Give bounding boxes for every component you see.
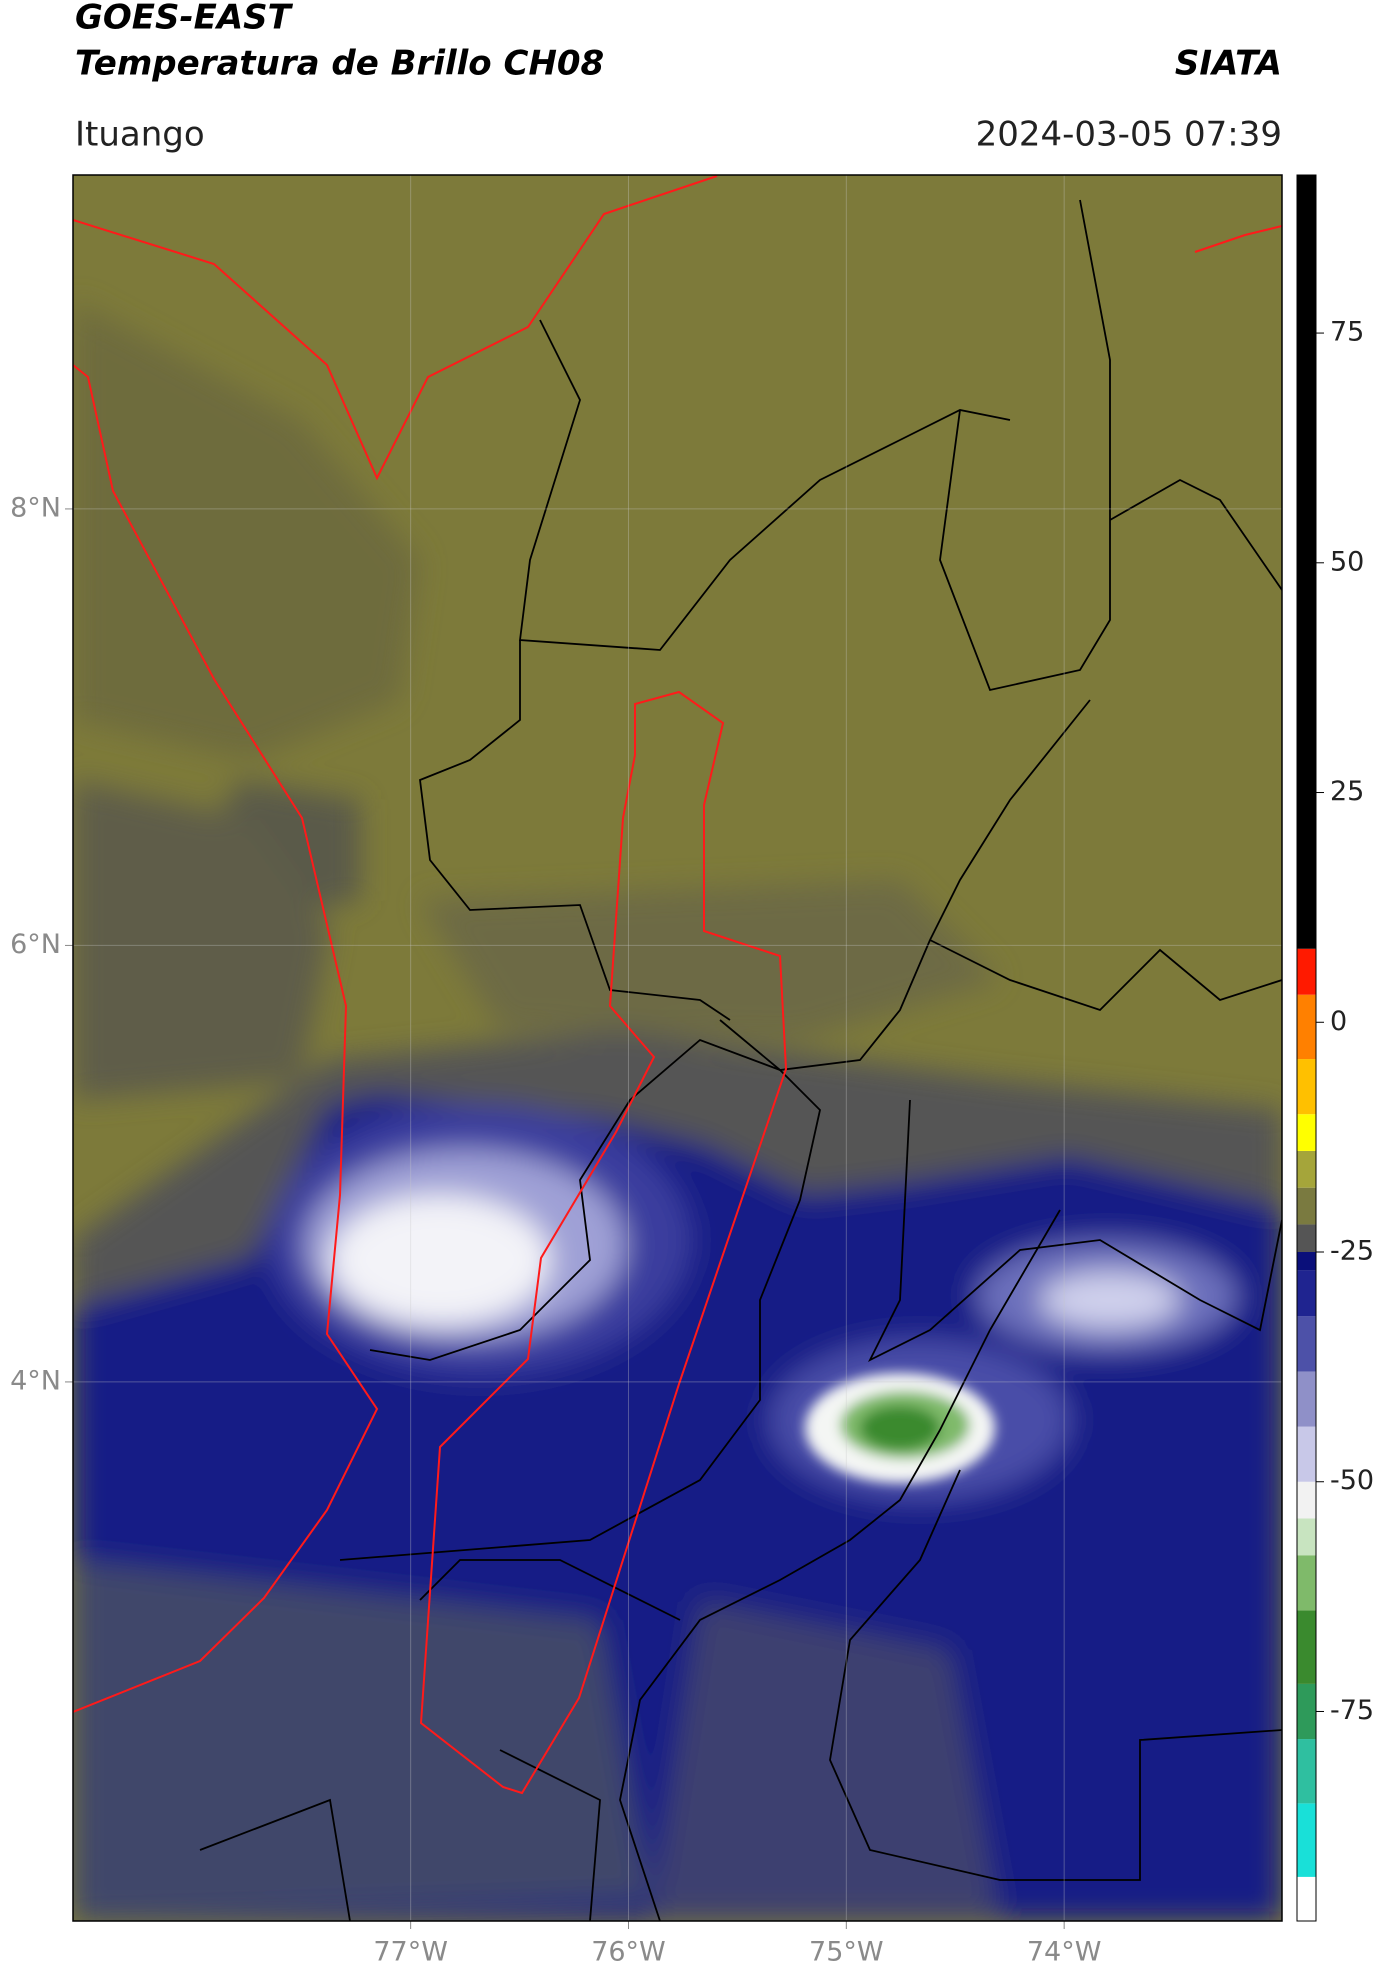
colorbar-segment [1297,1610,1316,1684]
red-outlines [73,175,1282,1795]
gray-area [420,880,1000,1040]
border [619,1209,1061,1921]
cloud-top [860,1406,940,1450]
colorbar-tick-label: 75 [1330,317,1364,348]
colorbar-segment [1297,1426,1316,1482]
borders [199,199,1282,1921]
timestamp: 2024-03-05 07:39 [976,115,1282,155]
colorbar-segment [1297,1059,1316,1115]
colorbar-segment [1297,1481,1316,1519]
colorbar-tick-label: 50 [1330,546,1364,577]
location: Ituango [75,115,205,155]
colorbar-segment [1297,1150,1316,1188]
cloud-field [73,300,1282,1921]
coastline [73,364,379,1713]
colorbar-segment [1297,994,1316,1060]
border [419,640,731,1021]
gray-area [650,1600,1000,1921]
convective-core [805,1373,995,1483]
colorbar-segment [1297,1739,1316,1804]
colorbar-segment [1297,1803,1316,1877]
border [829,1469,1282,1881]
colorbar-segment [1297,1555,1316,1611]
cloud-top [1040,1272,1180,1328]
colorbar-segment [1297,1876,1316,1921]
gray-area [73,1560,650,1921]
subtitle: Temperatura de Brillo CH08 [75,44,604,84]
colorbar-tick-label: 0 [1330,1006,1347,1037]
colorbar-tick-label: -25 [1330,1236,1374,1267]
gray-area [73,300,420,760]
satellite-image [73,175,1282,1921]
border [719,699,1091,1071]
border [939,199,1111,692]
colorbar-segment [1297,1316,1316,1372]
colorbar-segment [1297,1371,1316,1427]
title: GOES-EAST [75,0,294,38]
colorbar-tick-label: 25 [1330,776,1364,807]
colorbar-segment [1297,1518,1316,1556]
border [518,319,1011,651]
brand: SIATA [1175,44,1282,84]
x-tick-label: 76°W [591,1937,666,1968]
border [369,1038,781,1361]
colorbar-segment [1297,175,1316,949]
basin-outline [419,690,788,1795]
y-tick-label: 4°N [10,1365,61,1396]
colorbar-segment [1297,1683,1316,1740]
border [339,1069,821,1561]
colorbar-segment [1297,1187,1316,1225]
colorbar-segment [1297,1270,1316,1317]
colorbar-segment [1297,948,1316,995]
coastline [73,175,718,481]
colorbar-frame [1296,174,1317,1922]
x-tick-label: 74°W [1027,1937,1102,1968]
y-tick-label: 6°N [10,929,61,960]
border [1109,478,1282,591]
colorbar-tick-label: -75 [1330,1695,1374,1726]
border [929,939,1282,1012]
colorbar-segment [1297,1224,1316,1253]
border [499,1749,601,1921]
cloud-top [330,1195,550,1325]
border [867,1099,1282,1363]
colorbar-segment [1297,1114,1316,1151]
map-frame [72,174,1283,1922]
colorbar-segment [1297,1252,1316,1271]
x-tick-label: 75°W [809,1937,884,1968]
coastline [1194,225,1282,253]
border [199,1798,351,1921]
colorbar-tick-label: -50 [1330,1465,1374,1496]
gray-area [73,780,330,1100]
y-tick-label: 8°N [10,492,61,523]
border [419,1559,681,1621]
x-tick-label: 77°W [373,1937,448,1968]
